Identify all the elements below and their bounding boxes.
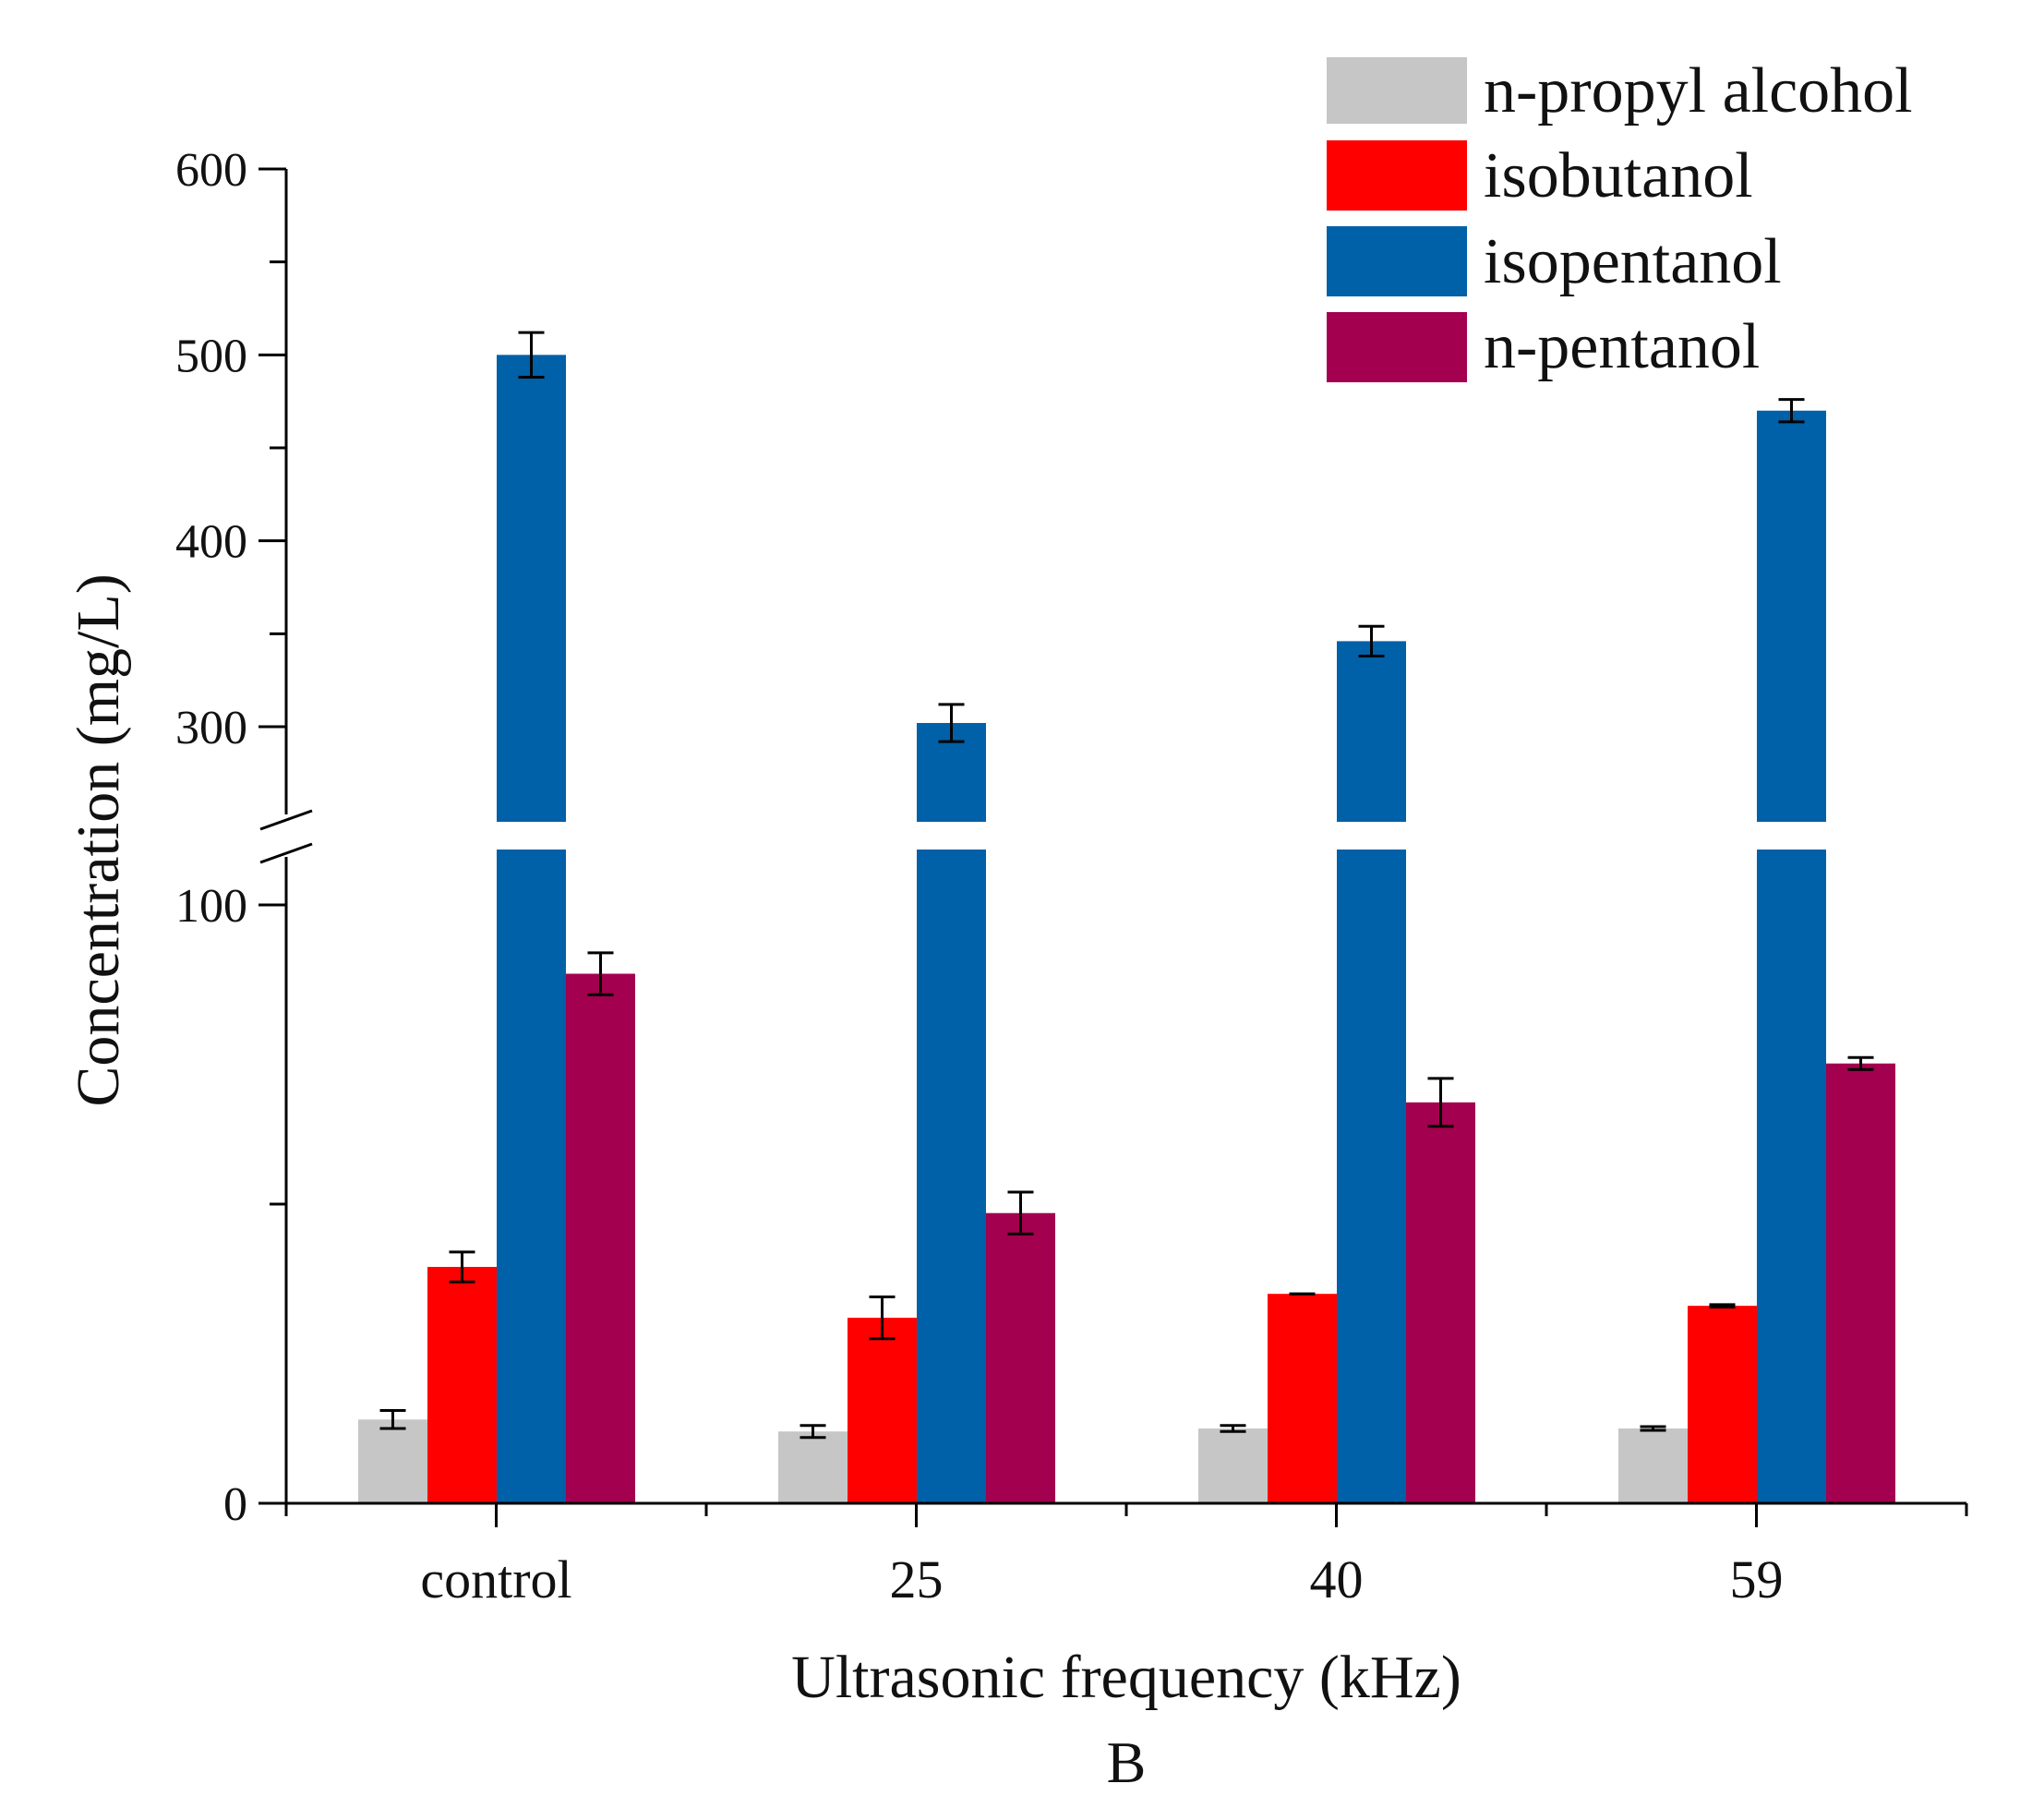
y-axis-title: Concentration (mg/L) — [65, 573, 132, 1106]
x-tick-label: 25 — [890, 1549, 944, 1609]
bar-isopentanol-control-upper — [497, 355, 566, 822]
error-bar-isobutanol-25 — [869, 1295, 896, 1341]
y-tick-label: 500 — [175, 330, 247, 382]
bar-n-propyl-alcohol-40 — [1198, 1428, 1268, 1503]
error-bar-n-pentanol-control — [587, 951, 614, 996]
y-tick-label: 300 — [175, 702, 247, 754]
x-tick-label: 59 — [1730, 1549, 1784, 1609]
panel-label: B — [1107, 1730, 1147, 1795]
error-bar-isobutanol-59 — [1709, 1303, 1736, 1308]
bar-n-propyl-alcohol-control — [358, 1419, 427, 1503]
bar-isopentanol-control-lower — [497, 850, 566, 1503]
error-bar-n-pentanol-59 — [1847, 1055, 1874, 1071]
legend-swatch-isobutanol — [1327, 140, 1467, 211]
bar-isopentanol-40-lower — [1337, 850, 1406, 1503]
bar-isopentanol-59-lower — [1757, 850, 1826, 1503]
legend-swatch-n-pentanol — [1327, 312, 1467, 382]
bar-n-pentanol-40 — [1406, 1102, 1475, 1503]
legend: n-propyl alcohol isobutanol isopentanol … — [1327, 55, 1913, 382]
error-bar-n-pentanol-25 — [1007, 1190, 1034, 1235]
error-bar-n-propyl-alcohol-40 — [1220, 1424, 1246, 1433]
bar-n-propyl-alcohol-59 — [1618, 1428, 1688, 1503]
axis-break-mark — [259, 809, 313, 864]
bar-isopentanol-25-lower — [917, 850, 986, 1503]
legend-swatch-isopentanol — [1327, 226, 1467, 296]
bar-n-pentanol-control — [566, 973, 635, 1503]
bar-isopentanol-40-upper — [1337, 641, 1406, 822]
x-tick-label: control — [420, 1549, 571, 1609]
bar-isopentanol-59-upper — [1757, 410, 1826, 822]
legend-swatch-n-propyl-alcohol — [1327, 57, 1467, 124]
error-bar-isopentanol-59 — [1778, 398, 1805, 424]
y-tick-label: 400 — [175, 516, 247, 569]
legend-label-isobutanol: isobutanol — [1484, 140, 1753, 211]
bar-n-pentanol-59 — [1826, 1063, 1895, 1503]
y-tick-label: 0 — [223, 1478, 247, 1531]
axes-layer — [259, 167, 1968, 1527]
bar-isobutanol-59 — [1688, 1306, 1757, 1503]
y-tick-labels: 0 100 300 400 500 600 — [175, 144, 247, 1531]
y-tick-label: 100 — [175, 880, 247, 933]
y-tick-label: 600 — [175, 144, 247, 197]
legend-label-isopentanol: isopentanol — [1484, 226, 1782, 297]
x-axis-title: Ultrasonic frequency (kHz) — [791, 1644, 1461, 1711]
bar-n-pentanol-25 — [986, 1212, 1055, 1503]
x-tick-label: 40 — [1310, 1549, 1364, 1609]
error-bar-n-propyl-alcohol-25 — [800, 1424, 826, 1440]
error-bar-n-propyl-alcohol-59 — [1640, 1425, 1666, 1432]
error-bar-isobutanol-control — [449, 1250, 475, 1284]
bar-n-propyl-alcohol-25 — [778, 1431, 848, 1503]
legend-label-n-pentanol: n-pentanol — [1484, 311, 1760, 382]
error-bars-layer — [379, 331, 1874, 1440]
bars-layer — [358, 355, 1895, 1503]
x-tick-labels: control 25 40 59 — [420, 1549, 1783, 1609]
error-bar-isopentanol-40 — [1358, 624, 1385, 657]
error-bar-isopentanol-control — [518, 331, 545, 379]
bar-isobutanol-25 — [848, 1318, 917, 1503]
error-bar-isopentanol-25 — [938, 703, 965, 743]
error-bar-n-propyl-alcohol-control — [379, 1409, 406, 1430]
bar-isobutanol-control — [427, 1267, 497, 1503]
legend-label-n-propyl-alcohol: n-propyl alcohol — [1484, 55, 1913, 127]
bar-isobutanol-40 — [1268, 1294, 1337, 1503]
error-bar-n-pentanol-40 — [1427, 1077, 1454, 1128]
